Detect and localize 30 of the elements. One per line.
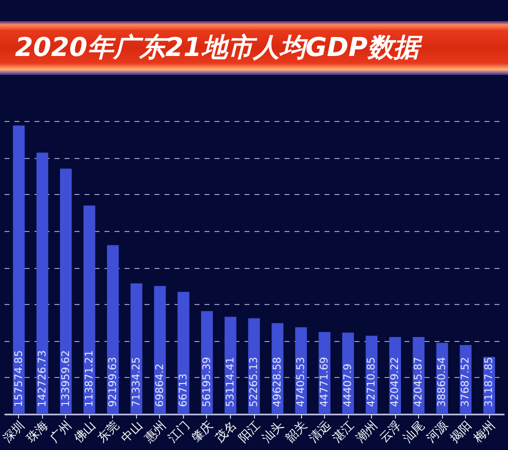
data-label: 49628.58	[272, 356, 284, 407]
data-label: 133959.62	[60, 350, 72, 407]
data-label: 37687.52	[460, 356, 472, 407]
data-label: 47405.53	[295, 356, 308, 407]
data-label: 52265.13	[248, 356, 260, 407]
data-label: 66713	[177, 374, 190, 407]
data-label: 56195.39	[200, 356, 213, 407]
bar	[107, 245, 119, 414]
data-label: 42049.22	[389, 356, 402, 407]
data-label: 38860.54	[436, 356, 448, 407]
bar	[130, 283, 142, 414]
data-label: 44407.9	[342, 364, 354, 407]
data-label: 44771.69	[318, 356, 331, 407]
data-label: 142726.73	[36, 350, 48, 407]
data-label: 31187.85	[483, 356, 496, 407]
bar	[60, 168, 72, 414]
bar	[154, 286, 166, 414]
data-label: 92199.63	[106, 356, 119, 407]
data-label: 42710.85	[366, 356, 378, 407]
bar	[83, 205, 96, 414]
data-label: 113871.21	[83, 350, 96, 407]
data-label: 42045.87	[412, 356, 425, 407]
data-label: 53114.41	[224, 356, 236, 407]
bar	[12, 125, 25, 414]
data-label: 71334.25	[130, 356, 142, 407]
chart-title: 2020年广东21地市人均GDP数据	[15, 33, 424, 63]
bar	[178, 292, 190, 414]
data-label: 157574.85	[12, 350, 25, 407]
data-label: 69864.2	[154, 364, 166, 407]
bar	[36, 152, 48, 414]
